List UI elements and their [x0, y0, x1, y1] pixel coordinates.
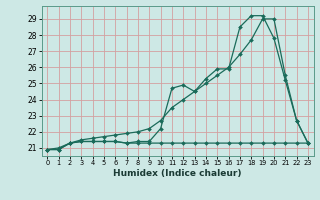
X-axis label: Humidex (Indice chaleur): Humidex (Indice chaleur)	[113, 169, 242, 178]
